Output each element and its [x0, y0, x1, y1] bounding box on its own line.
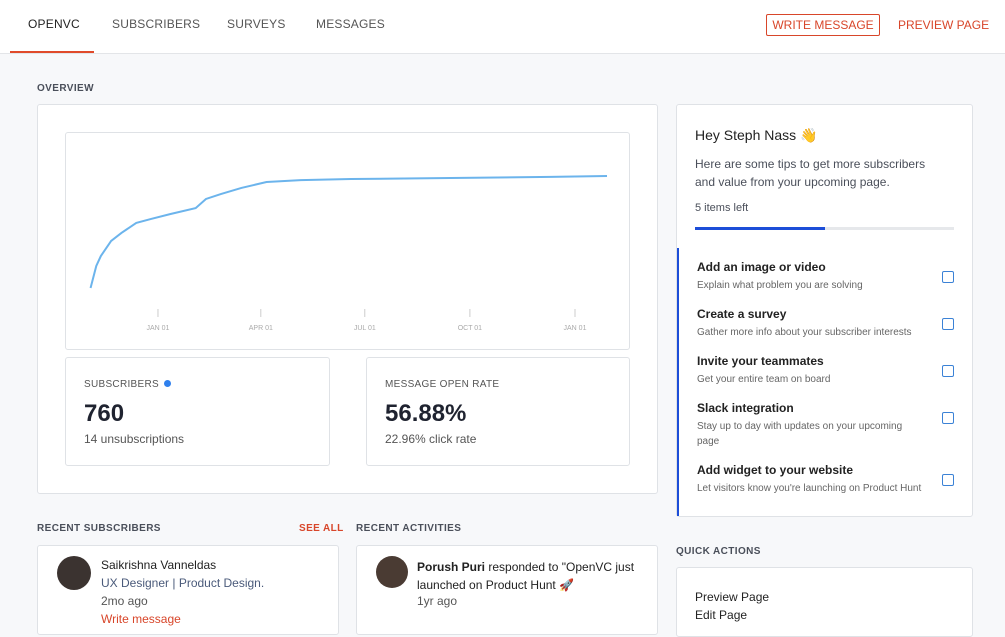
chart-box: JAN 01 APR 01 JUL 01 OCT 01 JAN 01 [65, 132, 630, 350]
item-title: Add widget to your website [697, 463, 854, 477]
checklist-item: Invite your teammates Get your entire tea… [679, 354, 972, 387]
stat-note: 22.96% click rate [385, 432, 477, 446]
greeting: Hey Steph Nass 👋 [695, 127, 818, 143]
section-label: QUICK ACTIONS [676, 546, 761, 557]
checkbox[interactable] [942, 318, 954, 330]
status-dot [164, 380, 172, 387]
active-indicator [10, 51, 94, 53]
tips-card: Hey Steph Nass 👋 Here are some tips to g… [676, 104, 973, 517]
nav-bar: OPENVC SUBSCRIBERS SURVEYS MESSAGES WRIT… [0, 0, 1005, 54]
activity-text: Porush Puri responded to "OpenVC just la… [417, 558, 642, 594]
item-desc: Stay up to day with updates on your upco… [697, 421, 903, 447]
checklist-item: Add widget to your website Let visitors k… [679, 463, 972, 496]
progress-track [695, 227, 954, 230]
checklist-item: Create a survey Gather more info about yo… [679, 307, 972, 340]
x-tick-label: JAN 01 [564, 325, 587, 332]
see-all-link[interactable]: SEE ALL [299, 523, 344, 534]
activity-card: Porush Puri responded to "OpenVC just la… [356, 545, 658, 635]
stat-label: MESSAGE OPEN RATE [385, 379, 500, 390]
stat-value: 760 [84, 400, 125, 427]
items-left: 5 items left [695, 202, 749, 214]
quick-action[interactable]: Edit Page [695, 608, 748, 622]
activity-name: Porush Puri [417, 560, 486, 574]
section-label: OVERVIEW [37, 83, 94, 94]
quick-actions-card: Preview Page Edit Page [676, 567, 973, 637]
x-tick-label: APR 01 [249, 325, 273, 332]
item-desc: Get your entire team on board [697, 374, 831, 385]
item-title: Slack integration [697, 401, 794, 415]
subscriber-role: UX Designer | Product Design. [101, 576, 265, 590]
checkbox[interactable] [942, 271, 954, 283]
write-message-link[interactable]: Write message [101, 612, 181, 626]
item-title: Create a survey [697, 307, 787, 321]
progress-bar [695, 227, 825, 230]
checkbox[interactable] [942, 365, 954, 377]
subscriber-time: 2mo ago [101, 594, 148, 608]
line-series [89, 175, 608, 289]
checklist: Add an image or video Explain what proble… [677, 248, 972, 516]
item-desc: Explain what problem you are solving [697, 280, 863, 291]
checklist-item: Slack integration Stay up to day with upd… [679, 401, 972, 449]
section-label: RECENT ACTIVITIES [356, 523, 462, 534]
item-desc: Let visitors know you're launching on Pr… [697, 483, 922, 494]
quick-action[interactable]: Preview Page [695, 590, 770, 604]
avatar [376, 556, 408, 588]
subscriber-card: Saikrishna Vanneldas UX Designer | Produ… [37, 545, 339, 635]
activity-time: 1yr ago [417, 594, 458, 608]
stat-note: 14 unsubscriptions [84, 432, 185, 446]
checkbox[interactable] [942, 412, 954, 424]
item-title: Add an image or video [697, 260, 826, 274]
checklist-item: Add an image or video Explain what proble… [679, 260, 972, 293]
tab[interactable]: SUBSCRIBERS [112, 17, 201, 31]
stat-label: SUBSCRIBERS [84, 379, 159, 390]
chart: JAN 01 APR 01 JUL 01 OCT 01 JAN 01 [89, 175, 608, 332]
tips-text: Here are some tips to get more subscribe… [695, 157, 926, 189]
avatar [57, 556, 91, 590]
x-tick-label: JUL 01 [354, 325, 376, 332]
preview-page-link[interactable]: PREVIEW PAGE [898, 18, 990, 32]
x-tick-label: JAN 01 [146, 325, 169, 332]
checkbox[interactable] [942, 474, 954, 486]
tab[interactable]: SURVEYS [227, 17, 286, 31]
tab[interactable]: OPENVC [28, 17, 80, 31]
stat-card: SUBSCRIBERS 760 14 unsubscriptions [65, 357, 330, 466]
tab[interactable]: MESSAGES [316, 17, 385, 31]
activity-body: responded to "OpenVC just launched on Pr… [417, 560, 635, 592]
x-tick-label: OCT 01 [458, 325, 482, 332]
section-label: RECENT SUBSCRIBERS [37, 523, 161, 534]
stat-value: 56.88% [385, 400, 467, 427]
stat-card: MESSAGE OPEN RATE 56.88% 22.96% click ra… [366, 357, 630, 466]
subscriber-name: Saikrishna Vanneldas [101, 558, 217, 572]
item-title: Invite your teammates [697, 354, 824, 368]
item-desc: Gather more info about your subscriber i… [697, 327, 912, 338]
write-message-button[interactable]: WRITE MESSAGE [766, 14, 880, 36]
